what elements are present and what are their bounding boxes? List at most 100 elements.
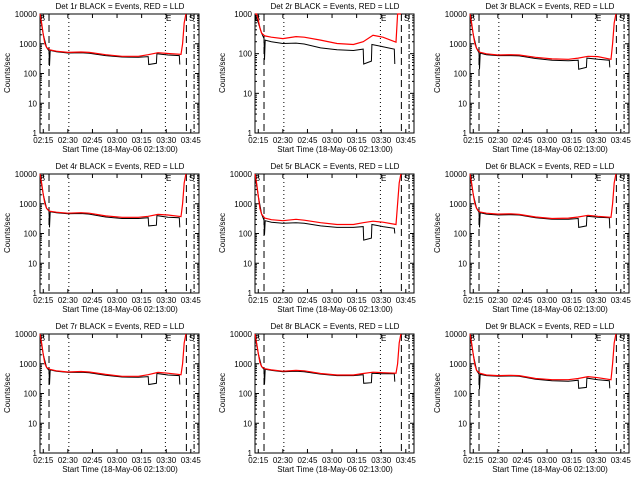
- x-tick-label: 03:30: [586, 136, 607, 145]
- y-tick-label: 10: [243, 419, 252, 428]
- events-series-line: [469, 333, 611, 390]
- x-axis-label: Start Time (18-May-06 02:13:00): [492, 305, 608, 314]
- x-tick-label: 02:45: [297, 136, 318, 145]
- x-tick-label: 02:30: [273, 456, 294, 465]
- y-tick-label: 10000: [230, 330, 253, 339]
- x-tick-label: 03:45: [396, 296, 417, 305]
- x-tick-label: 03:00: [322, 456, 343, 465]
- marker-label: S: [404, 334, 409, 343]
- x-tick-label: 02:15: [33, 296, 54, 305]
- y-tick-label: 10: [458, 259, 467, 268]
- x-tick-label: 02:30: [58, 296, 79, 305]
- panel-title: Det 8r BLACK = Events, RED = LLD: [271, 322, 400, 331]
- x-axis-label: Start Time (18-May-06 02:13:00): [62, 305, 178, 314]
- x-tick-label: 03:00: [322, 136, 343, 145]
- x-tick-label: 02:15: [248, 296, 269, 305]
- marker-label: E: [596, 174, 601, 183]
- y-tick-label: 1000: [19, 360, 37, 369]
- y-tick-label: 100: [24, 230, 38, 239]
- x-tick-label: 03:15: [347, 296, 368, 305]
- marker-label: B: [40, 174, 45, 183]
- plot-frame: [254, 13, 415, 134]
- x-tick-label: 03:00: [537, 136, 558, 145]
- x-axis-label: Start Time (18-May-06 02:13:00): [492, 145, 608, 154]
- marker-label: B: [470, 334, 475, 343]
- x-axis-label: Start Time (18-May-06 02:13:00): [492, 465, 608, 474]
- y-tick-label: 1: [463, 289, 468, 298]
- marker-label: B: [255, 334, 260, 343]
- plot-frame: [254, 173, 415, 294]
- x-tick-label: 03:45: [611, 456, 632, 465]
- lld-series-line: [39, 333, 187, 377]
- detector-panel-2: Det 2r BLACK = Events, RED = LLD 1 10 100 10…: [218, 2, 417, 154]
- x-tick-label: 03:00: [107, 296, 128, 305]
- marker-label: B: [40, 14, 45, 23]
- y-tick-label: 1: [248, 129, 253, 138]
- x-axis-label: Start Time (18-May-06 02:13:00): [277, 305, 393, 314]
- y-tick-label: 10: [458, 419, 467, 428]
- x-tick-label: 02:45: [512, 456, 533, 465]
- x-tick-label: 03:45: [396, 136, 417, 145]
- y-tick-label: 10: [243, 259, 252, 268]
- y-tick-label: 1000: [19, 200, 37, 209]
- x-tick-label: 03:15: [132, 136, 153, 145]
- x-tick-label: 02:45: [512, 296, 533, 305]
- x-tick-label: 02:30: [58, 136, 79, 145]
- y-axis-label: Counts/sec: [3, 373, 12, 413]
- y-tick-label: 10000: [15, 10, 38, 19]
- marker-label: B: [470, 174, 475, 183]
- x-tick-label: 02:15: [463, 296, 484, 305]
- plot-frame: [39, 333, 200, 454]
- x-tick-label: 03:30: [156, 456, 177, 465]
- x-axis-label: Start Time (18-May-06 02:13:00): [62, 465, 178, 474]
- events-series-line: [39, 173, 181, 228]
- lld-series-line: [255, 13, 401, 46]
- y-axis-label: Counts/sec: [218, 213, 227, 253]
- detector-panel-5: Det 5r BLACK = Events, RED = LLD 1 10 100 10…: [218, 162, 417, 314]
- panel-title: Det 4r BLACK = Events, RED = LLD: [56, 162, 185, 171]
- x-tick-label: 03:30: [371, 296, 392, 305]
- marker-label: S: [404, 174, 409, 183]
- lld-series-line: [39, 13, 187, 57]
- y-axis-label: Counts/sec: [433, 213, 442, 253]
- x-tick-label: 02:30: [273, 136, 294, 145]
- x-tick-label: 03:15: [347, 456, 368, 465]
- x-tick-label: 03:45: [611, 136, 632, 145]
- marker-label: S: [189, 14, 194, 23]
- y-tick-label: 1000: [449, 200, 467, 209]
- x-tick-label: 03:00: [107, 136, 128, 145]
- marker-label: E: [166, 14, 171, 23]
- events-series-line: [39, 13, 181, 66]
- x-tick-label: 02:15: [248, 456, 269, 465]
- x-tick-label: 03:30: [371, 136, 392, 145]
- plot-frame: [469, 333, 630, 454]
- marker-label: B: [470, 14, 475, 23]
- marker-label: B: [255, 174, 260, 183]
- x-tick-label: 03:30: [586, 456, 607, 465]
- marker-label: E: [596, 334, 601, 343]
- y-tick-label: 1: [33, 449, 38, 458]
- x-tick-label: 03:45: [611, 296, 632, 305]
- y-tick-label: 10: [28, 419, 37, 428]
- panel-title: Det 6r BLACK = Events, RED = LLD: [486, 162, 615, 171]
- x-axis-label: Start Time (18-May-06 02:13:00): [277, 465, 393, 474]
- y-tick-label: 10: [458, 99, 467, 108]
- y-tick-label: 100: [24, 70, 38, 79]
- x-tick-label: 02:15: [463, 456, 484, 465]
- panel-title: Det 3r BLACK = Events, RED = LLD: [486, 2, 615, 11]
- marker-label: E: [596, 14, 601, 23]
- plot-frame: [39, 13, 200, 134]
- x-tick-label: 02:15: [33, 456, 54, 465]
- x-tick-label: 03:00: [537, 296, 558, 305]
- panel-title: Det 5r BLACK = Events, RED = LLD: [271, 162, 400, 171]
- events-series-line: [469, 13, 611, 70]
- marker-label: S: [619, 174, 624, 183]
- detector-panel-3: Det 3r BLACK = Events, RED = LLD 1 10 100 10…: [433, 2, 632, 154]
- x-tick-label: 03:00: [322, 296, 343, 305]
- y-tick-label: 100: [24, 390, 38, 399]
- x-tick-label: 03:15: [562, 136, 583, 145]
- y-tick-label: 1000: [449, 360, 467, 369]
- x-tick-label: 02:15: [248, 136, 269, 145]
- x-tick-label: 03:15: [132, 296, 153, 305]
- plot-frame: [469, 13, 630, 134]
